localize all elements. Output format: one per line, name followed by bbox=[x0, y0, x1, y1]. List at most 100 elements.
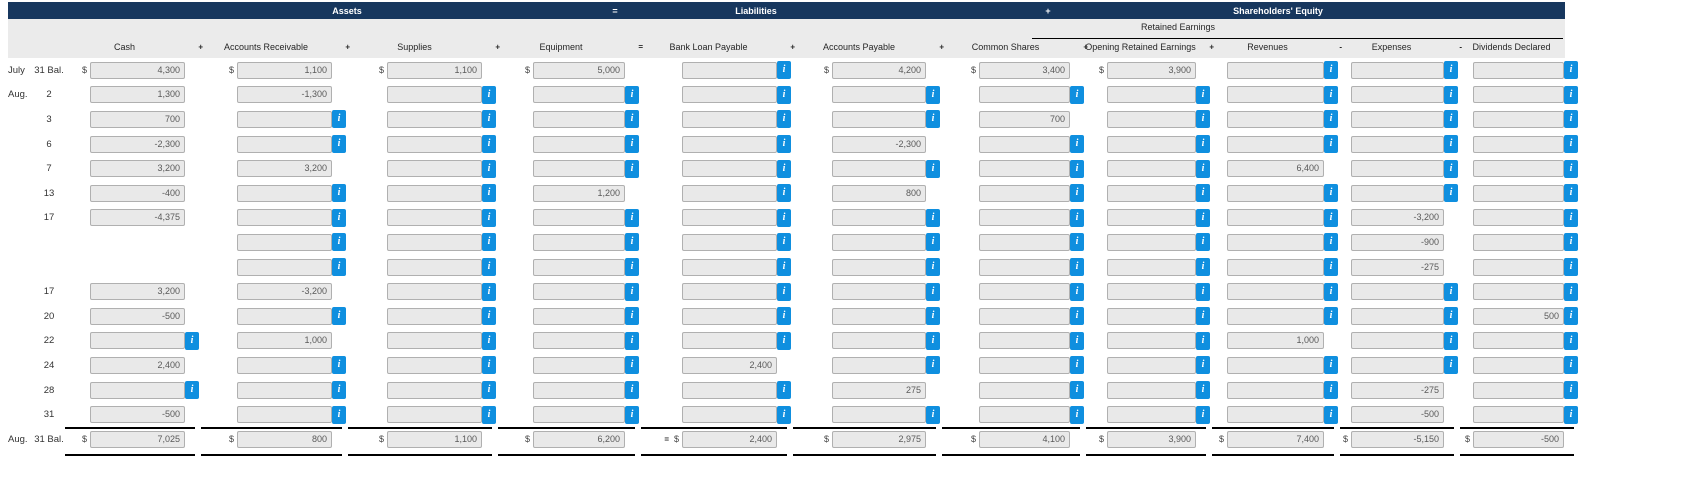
value-field[interactable] bbox=[832, 258, 926, 276]
info-button[interactable]: i bbox=[777, 159, 791, 178]
info-button[interactable]: i bbox=[1196, 85, 1210, 104]
value-field[interactable] bbox=[1227, 61, 1324, 79]
value-field[interactable] bbox=[1473, 356, 1564, 374]
value-field[interactable]: 6,200 bbox=[533, 430, 625, 448]
value-field[interactable] bbox=[1107, 160, 1196, 178]
info-button[interactable]: i bbox=[482, 233, 496, 252]
value-field[interactable] bbox=[1227, 209, 1324, 227]
value-field[interactable] bbox=[533, 307, 625, 325]
info-button[interactable]: i bbox=[482, 331, 496, 350]
value-field[interactable] bbox=[1473, 406, 1564, 424]
value-field[interactable] bbox=[1351, 307, 1444, 325]
info-button[interactable]: i bbox=[926, 356, 940, 375]
info-button[interactable]: i bbox=[1070, 405, 1084, 424]
info-button[interactable]: i bbox=[1070, 356, 1084, 375]
info-button[interactable]: i bbox=[482, 159, 496, 178]
value-field[interactable] bbox=[1351, 61, 1444, 79]
value-field[interactable]: 4,100 bbox=[979, 430, 1070, 448]
value-field[interactable] bbox=[682, 332, 777, 350]
value-field[interactable]: -1,300 bbox=[237, 86, 332, 104]
value-field[interactable] bbox=[90, 332, 185, 350]
value-field[interactable]: 2,400 bbox=[682, 356, 777, 374]
value-field[interactable] bbox=[533, 233, 625, 251]
info-button[interactable]: i bbox=[1564, 405, 1578, 424]
value-field[interactable] bbox=[387, 258, 482, 276]
value-field[interactable] bbox=[1227, 283, 1324, 301]
info-button[interactable]: i bbox=[777, 184, 791, 203]
value-field[interactable]: 800 bbox=[237, 430, 332, 448]
value-field[interactable] bbox=[1107, 135, 1196, 153]
info-button[interactable]: i bbox=[1070, 208, 1084, 227]
value-field[interactable] bbox=[682, 135, 777, 153]
info-button[interactable]: i bbox=[1324, 381, 1338, 400]
info-button[interactable]: i bbox=[1196, 110, 1210, 129]
value-field[interactable] bbox=[1107, 332, 1196, 350]
value-field[interactable] bbox=[1107, 233, 1196, 251]
value-field[interactable] bbox=[387, 160, 482, 178]
value-field[interactable] bbox=[1473, 61, 1564, 79]
info-button[interactable]: i bbox=[777, 135, 791, 154]
value-field[interactable] bbox=[1227, 381, 1324, 399]
info-button[interactable]: i bbox=[777, 282, 791, 301]
value-field[interactable] bbox=[1351, 283, 1444, 301]
value-field[interactable] bbox=[237, 233, 332, 251]
value-field[interactable] bbox=[1473, 135, 1564, 153]
info-button[interactable]: i bbox=[482, 356, 496, 375]
value-field[interactable] bbox=[979, 283, 1070, 301]
value-field[interactable]: 3,200 bbox=[90, 283, 185, 301]
info-button[interactable]: i bbox=[332, 405, 346, 424]
value-field[interactable] bbox=[1351, 86, 1444, 104]
info-button[interactable]: i bbox=[1324, 282, 1338, 301]
info-button[interactable]: i bbox=[1324, 135, 1338, 154]
value-field[interactable] bbox=[1351, 332, 1444, 350]
value-field[interactable]: 2,400 bbox=[682, 430, 777, 448]
value-field[interactable] bbox=[533, 160, 625, 178]
value-field[interactable]: 3,900 bbox=[1107, 61, 1196, 79]
value-field[interactable] bbox=[1473, 381, 1564, 399]
info-button[interactable]: i bbox=[625, 282, 639, 301]
info-button[interactable]: i bbox=[1564, 331, 1578, 350]
info-button[interactable]: i bbox=[777, 110, 791, 129]
value-field[interactable] bbox=[387, 184, 482, 202]
value-field[interactable] bbox=[1227, 86, 1324, 104]
value-field[interactable] bbox=[1227, 258, 1324, 276]
value-field[interactable] bbox=[979, 135, 1070, 153]
info-button[interactable]: i bbox=[482, 208, 496, 227]
value-field[interactable] bbox=[682, 209, 777, 227]
info-button[interactable]: i bbox=[1444, 356, 1458, 375]
value-field[interactable]: 2,975 bbox=[832, 430, 926, 448]
value-field[interactable]: 1,100 bbox=[387, 61, 482, 79]
info-button[interactable]: i bbox=[332, 208, 346, 227]
info-button[interactable]: i bbox=[625, 307, 639, 326]
value-field[interactable] bbox=[1351, 356, 1444, 374]
info-button[interactable]: i bbox=[1070, 184, 1084, 203]
value-field[interactable]: 3,200 bbox=[90, 160, 185, 178]
info-button[interactable]: i bbox=[1564, 307, 1578, 326]
value-field[interactable]: 6,400 bbox=[1227, 160, 1324, 178]
info-button[interactable]: i bbox=[1444, 307, 1458, 326]
value-field[interactable] bbox=[682, 406, 777, 424]
info-button[interactable]: i bbox=[777, 85, 791, 104]
value-field[interactable]: 1,100 bbox=[387, 430, 482, 448]
info-button[interactable]: i bbox=[1196, 184, 1210, 203]
info-button[interactable]: i bbox=[625, 159, 639, 178]
value-field[interactable] bbox=[832, 332, 926, 350]
value-field[interactable] bbox=[387, 307, 482, 325]
value-field[interactable] bbox=[533, 86, 625, 104]
value-field[interactable] bbox=[1227, 184, 1324, 202]
info-button[interactable]: i bbox=[777, 405, 791, 424]
info-button[interactable]: i bbox=[1196, 258, 1210, 277]
value-field[interactable] bbox=[1473, 209, 1564, 227]
info-button[interactable]: i bbox=[1070, 282, 1084, 301]
value-field[interactable] bbox=[979, 381, 1070, 399]
info-button[interactable]: i bbox=[1196, 282, 1210, 301]
info-button[interactable]: i bbox=[625, 381, 639, 400]
info-button[interactable]: i bbox=[1564, 258, 1578, 277]
value-field[interactable] bbox=[1227, 356, 1324, 374]
info-button[interactable]: i bbox=[1324, 208, 1338, 227]
value-field[interactable]: 3,200 bbox=[237, 160, 332, 178]
value-field[interactable]: -5,150 bbox=[1351, 430, 1444, 448]
value-field[interactable]: 275 bbox=[832, 381, 926, 399]
value-field[interactable]: 5,000 bbox=[533, 61, 625, 79]
value-field[interactable] bbox=[1107, 184, 1196, 202]
